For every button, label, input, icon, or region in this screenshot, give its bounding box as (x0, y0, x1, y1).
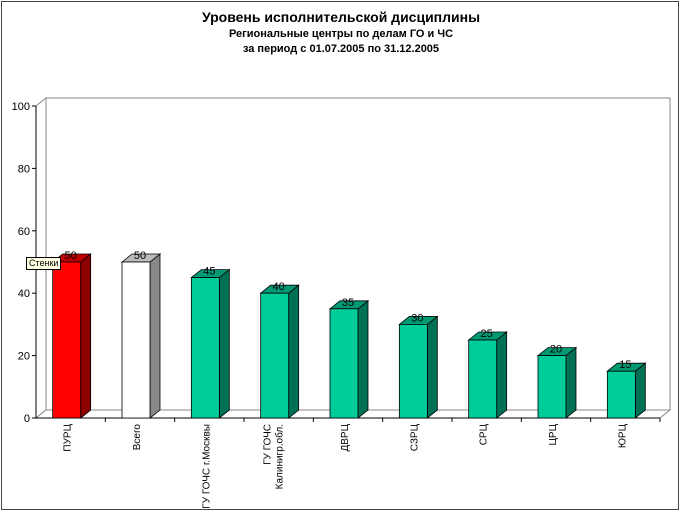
y-tick-label: 80 (18, 163, 30, 175)
bar-value-label: 45 (203, 266, 215, 278)
chart-period: за период с 01.07.2005 по 31.12.2005 (242, 43, 440, 55)
x-tick-label: ПУРЦ (63, 423, 74, 451)
chart-subtitle: Региональные центры по делам ГО и ЧС (228, 28, 454, 40)
x-tick-label: ЮРЦ (617, 423, 628, 448)
bar-side (426, 315, 438, 419)
bar-value-label: 40 (273, 281, 285, 293)
bar-value-label: 30 (411, 312, 423, 324)
y-tick-label: 100 (12, 101, 30, 113)
bar-value-label: 15 (619, 359, 631, 371)
bar-value-label: 50 (134, 250, 146, 262)
bar (537, 355, 567, 419)
bar-side (634, 362, 646, 419)
x-tick-label: СЗРЦ (409, 423, 420, 451)
bar (190, 277, 220, 419)
x-tick-label: ДВРЦ (340, 423, 351, 451)
y-tick-label: 40 (18, 288, 30, 300)
y-tick-label: 60 (18, 226, 30, 238)
bar-value-label: 20 (550, 344, 562, 356)
x-tick-label: Всего (132, 424, 143, 451)
bar (606, 370, 636, 419)
x-tick-label: ГУ ГОЧСКалинигр.обл. (263, 424, 286, 489)
bar-side (149, 253, 161, 419)
chart-title: Уровень исполнительской дисциплины (201, 9, 481, 25)
bar (468, 339, 498, 419)
bar-side (357, 299, 369, 419)
bar-side (565, 346, 577, 419)
bar-value-label: 50 (65, 250, 77, 262)
x-tick-label: ГУ ГОЧС г.Москвы (201, 424, 212, 509)
bar-side (288, 284, 300, 419)
bar-side (496, 331, 508, 419)
tooltip: Стенки (26, 257, 62, 270)
bar (260, 292, 290, 419)
bar (398, 323, 428, 419)
bar-value-label: 35 (342, 297, 354, 309)
y-tick-label: 0 (24, 413, 30, 425)
bar-value-label: 25 (481, 328, 493, 340)
bar (329, 308, 359, 419)
x-tick-label: ЦРЦ (548, 423, 559, 445)
bar (121, 261, 151, 419)
bar-side (218, 268, 230, 419)
bar (52, 261, 82, 419)
y-tick-label: 20 (18, 351, 30, 363)
bar-side (80, 253, 92, 419)
x-tick-label: СРЦ (479, 423, 490, 445)
